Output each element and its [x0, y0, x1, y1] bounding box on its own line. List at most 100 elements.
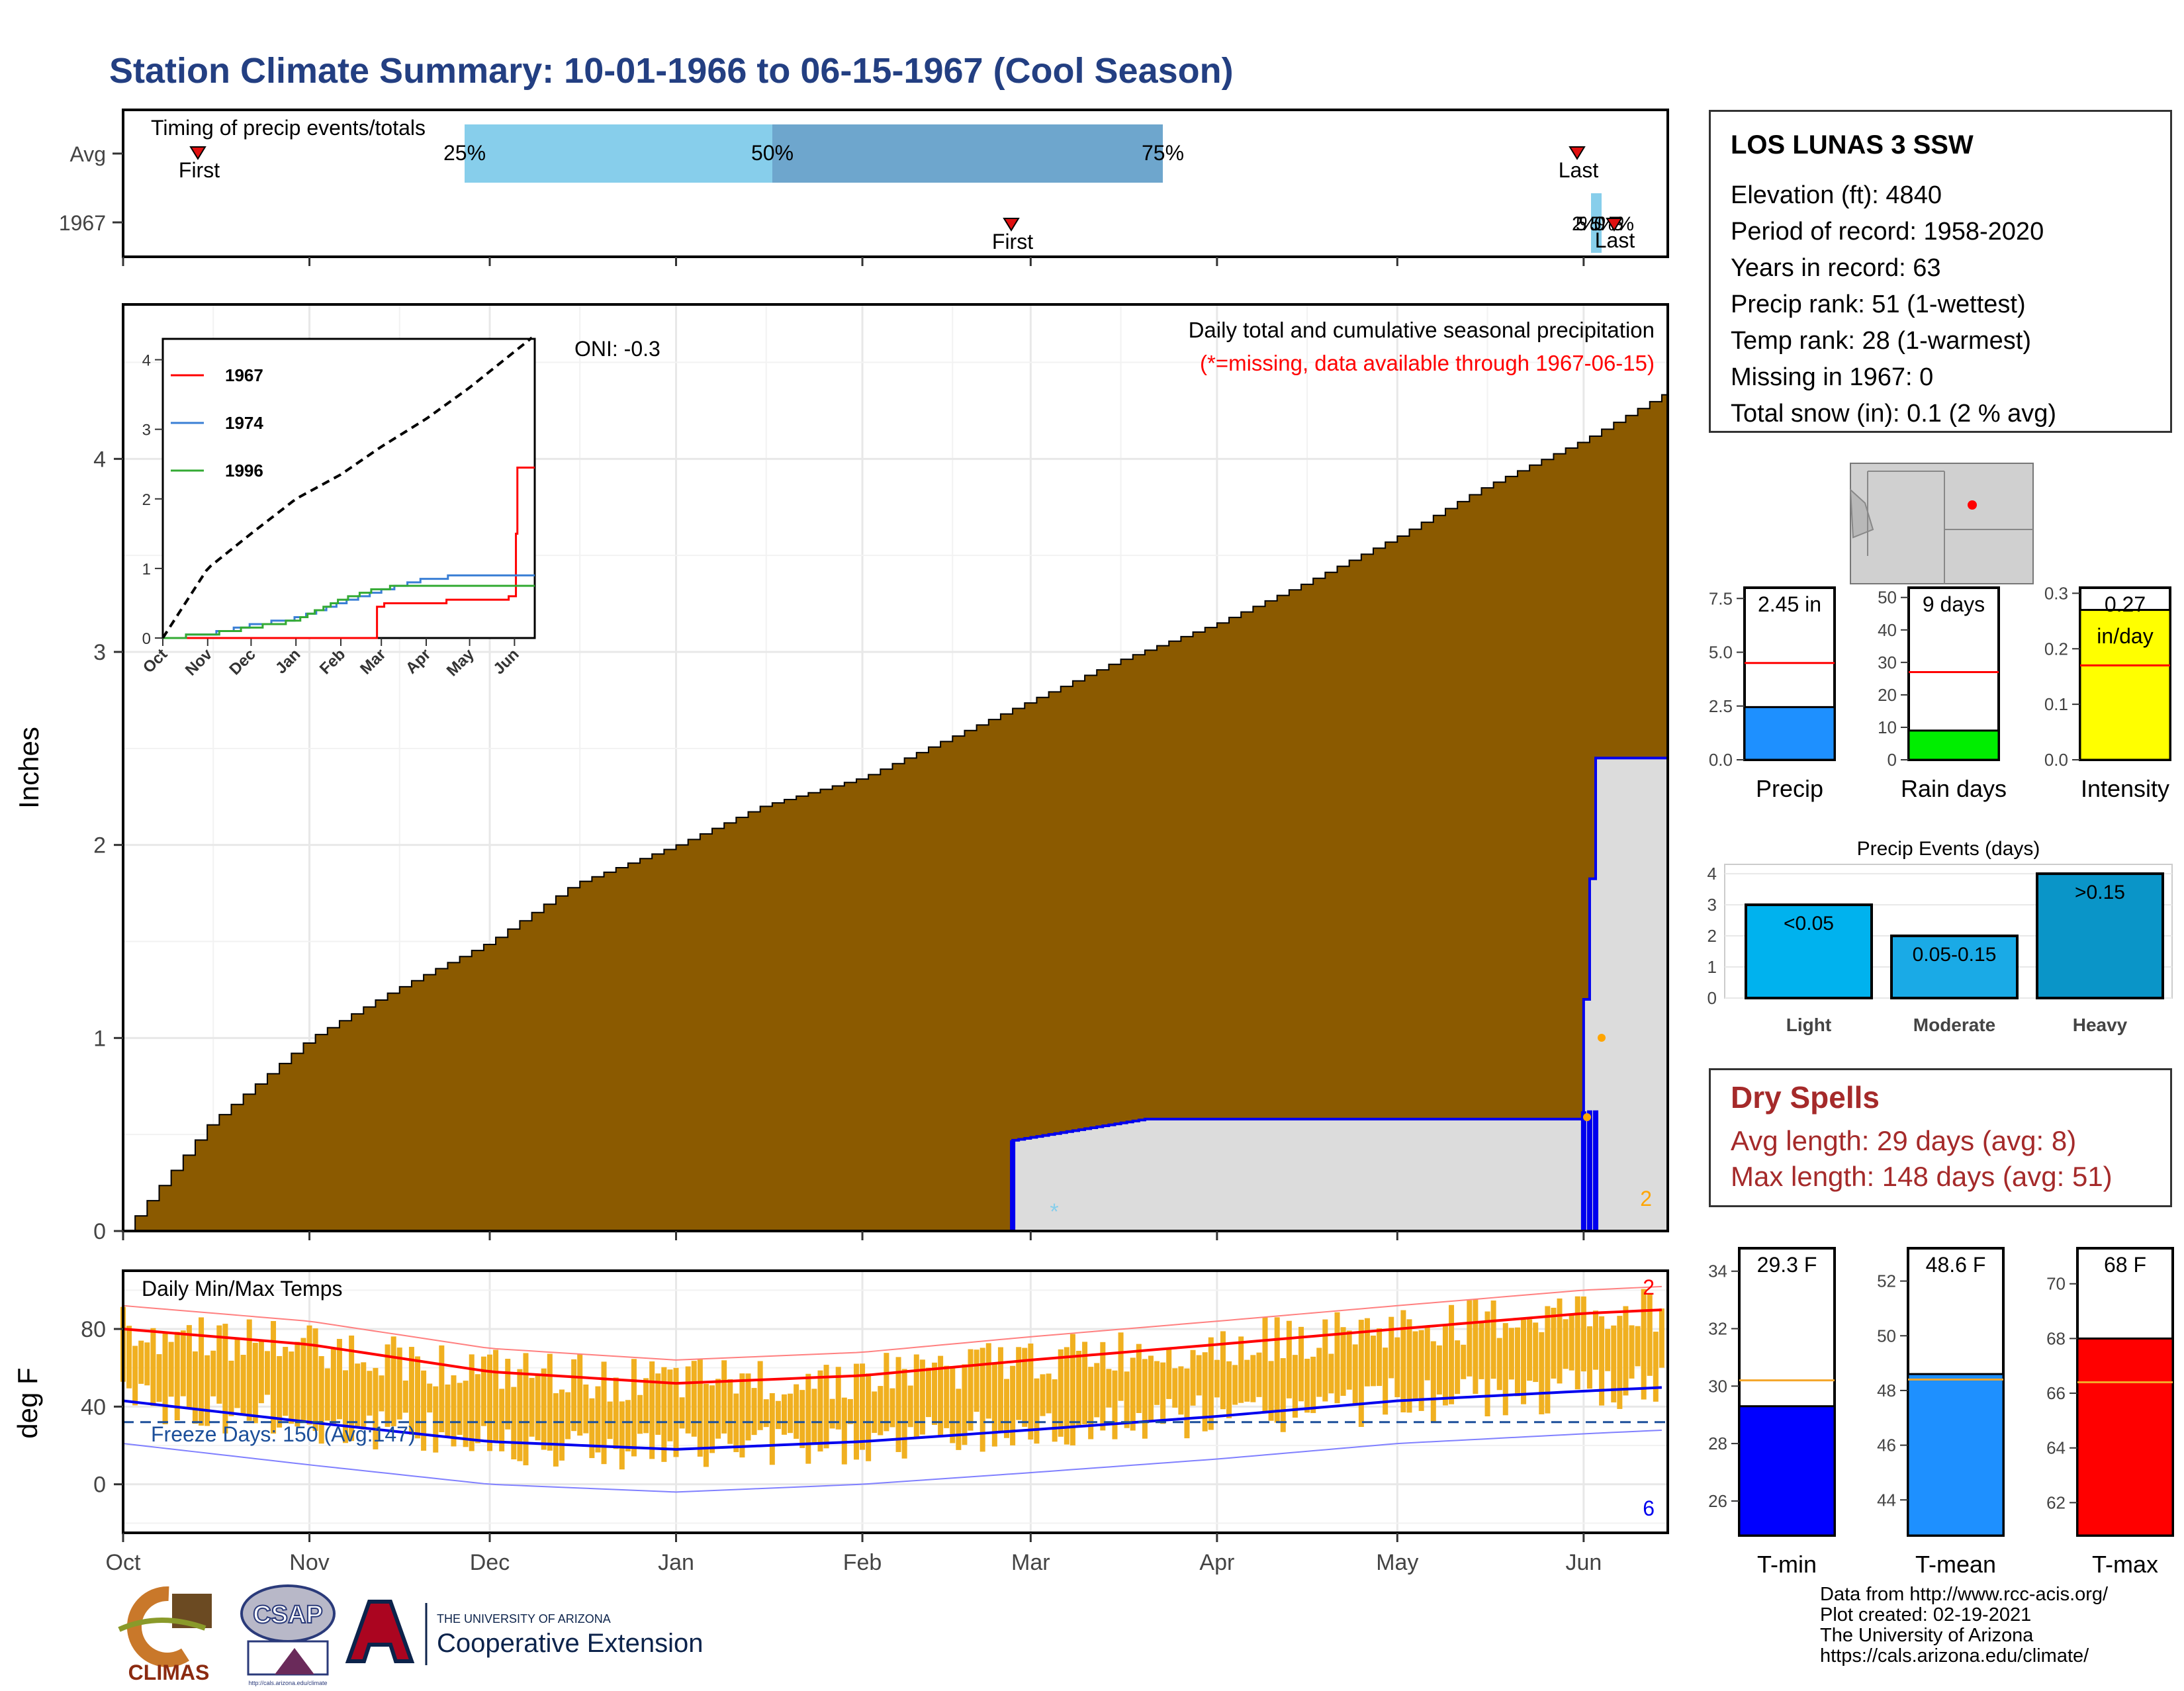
tmean-mini-y-tick: 52 [1877, 1271, 1896, 1291]
tmean-mini-y-tick: 48 [1877, 1381, 1896, 1400]
daily-temp-bar [991, 1362, 997, 1447]
daily-temp-bar [950, 1366, 956, 1443]
daily-temp-bar [1075, 1350, 1081, 1427]
daily-temp-bar [1328, 1353, 1334, 1394]
daily-temp-bar [427, 1383, 433, 1413]
daily-temp-bar [691, 1361, 697, 1437]
month-label: Apr [1199, 1550, 1234, 1575]
tmax-mini-y-tick: 62 [2046, 1492, 2066, 1512]
daily-temp-bar [1016, 1347, 1022, 1420]
daily-temp-bar [385, 1344, 390, 1427]
daily-temp-bar [1088, 1367, 1094, 1440]
daily-temp-bar [234, 1339, 240, 1408]
daily-temp-bar [901, 1369, 907, 1459]
events-bar [1890, 935, 2019, 999]
daily-temp-bar [445, 1384, 451, 1438]
station-name: LOS LUNAS 3 SSW [1731, 130, 1974, 160]
daily-temp-bar [1214, 1359, 1220, 1398]
events-bar [2036, 872, 2164, 999]
daily-temp-bar [872, 1391, 878, 1434]
daily-temp-bar [1178, 1366, 1184, 1415]
temp-y-tick: 0 [93, 1473, 106, 1498]
daily-temp-bar [439, 1345, 445, 1433]
daily-temp-bar [318, 1356, 324, 1444]
daily-temp-bar [1539, 1332, 1545, 1414]
daily-temp-bar [180, 1330, 186, 1396]
daily-temp-bar [1004, 1379, 1010, 1438]
csap-text: CSAP [253, 1601, 323, 1629]
daily-temp-bar [246, 1319, 252, 1421]
normal-max-line [122, 1308, 1662, 1385]
daily-temp-bar [1094, 1363, 1100, 1418]
credits: Data from http://www.rcc-acis.org/ Plot … [1820, 1584, 2108, 1667]
inset-y-tick: 2 [142, 491, 151, 509]
daily-temp-bar [1256, 1352, 1262, 1397]
daily-temp-bar [739, 1373, 745, 1458]
daily-temp-bar [150, 1328, 156, 1406]
tmean-mini-category-label: T-mean [1915, 1551, 1996, 1578]
station-snow: Total snow (in): 0.1 (2 % avg) [1731, 400, 2057, 428]
tmin-mini-value-label: 29.3 F [1757, 1253, 1817, 1277]
daily-temp-bar [1473, 1299, 1479, 1394]
daily-temp-bar [493, 1349, 499, 1441]
daily-temp-bar [186, 1325, 192, 1409]
rain-days-mini-y-tick: 0 [1888, 750, 1897, 770]
daily-temp-bar [932, 1362, 938, 1426]
daily-temp-bar [312, 1328, 318, 1432]
daily-temp-bar [794, 1384, 799, 1439]
daily-precip-bar [1593, 1110, 1599, 1231]
daily-temp-bar [763, 1399, 769, 1428]
daily-temp-bar [1593, 1310, 1599, 1370]
record-max-line [122, 1285, 1662, 1361]
daily-temp-bar [1316, 1348, 1322, 1397]
daily-temp-bar [1586, 1326, 1592, 1389]
daily-temp-bar [625, 1400, 631, 1451]
daily-temp-bar [1388, 1316, 1394, 1379]
daily-temp-bar [1106, 1369, 1112, 1408]
daily-temp-bar [733, 1393, 739, 1453]
inset-series-line [163, 466, 535, 639]
daily-temp-bar [907, 1385, 913, 1428]
daily-temp-bar [721, 1360, 727, 1434]
ua-extension: Cooperative Extension [437, 1629, 703, 1658]
daily-temp-bar [925, 1367, 931, 1418]
month-label: May [1376, 1550, 1418, 1575]
inset-series-line [163, 584, 535, 639]
daily-temp-bar [1166, 1349, 1172, 1399]
rain-days-mini-bar [1907, 729, 2000, 761]
location-map [1849, 463, 2034, 584]
daily-temp-bar [1551, 1307, 1557, 1379]
daily-temp-bar [841, 1397, 847, 1465]
tmin-mini-y-tick: 34 [1708, 1261, 1727, 1281]
daily-temp-bar [1527, 1319, 1533, 1381]
rain-days-mini-category-label: Rain days [1901, 775, 2007, 802]
daily-temp-bar [373, 1367, 379, 1449]
daily-temp-bar [1028, 1343, 1034, 1440]
climas-text: CLIMAS [128, 1661, 210, 1684]
daily-temp-bar [895, 1357, 901, 1452]
daily-temp-bar [847, 1398, 853, 1424]
record-high-count: 2 [1643, 1275, 1655, 1299]
daily-temp-bar [547, 1353, 553, 1451]
daily-temp-bar [1292, 1355, 1298, 1418]
precip-y-tick: 1 [93, 1026, 106, 1051]
daily-temp-bar [408, 1347, 414, 1435]
daily-temp-bar [192, 1351, 198, 1424]
inset-legend-label: 1974 [225, 413, 263, 433]
precip-panel: 0 1 2 3 4 Inches ONI: -0.3 Daily total and c… [13, 303, 1669, 1244]
daily-temp-bar [379, 1375, 385, 1412]
daily-temp-bar [697, 1359, 703, 1457]
daily-temp-bar [727, 1379, 733, 1444]
daily-temp-bar [775, 1400, 781, 1430]
daily-temp-bar [1232, 1365, 1238, 1405]
daily-temp-bar [1022, 1348, 1028, 1427]
record-low-count: 6 [1643, 1496, 1655, 1520]
daily-temp-bar [1184, 1368, 1190, 1439]
station-years: Years in record: 63 [1731, 254, 1941, 282]
daily-temp-bar [300, 1338, 306, 1422]
daily-temp-bar [1238, 1336, 1244, 1403]
dry-spells-max: Max length: 148 days (avg: 51) [1731, 1161, 2113, 1192]
credit-line: Data from http://www.rcc-acis.org/ [1820, 1584, 2109, 1605]
avg-p50-label: 50% [751, 141, 794, 165]
precip-y-tick: 4 [93, 447, 106, 472]
